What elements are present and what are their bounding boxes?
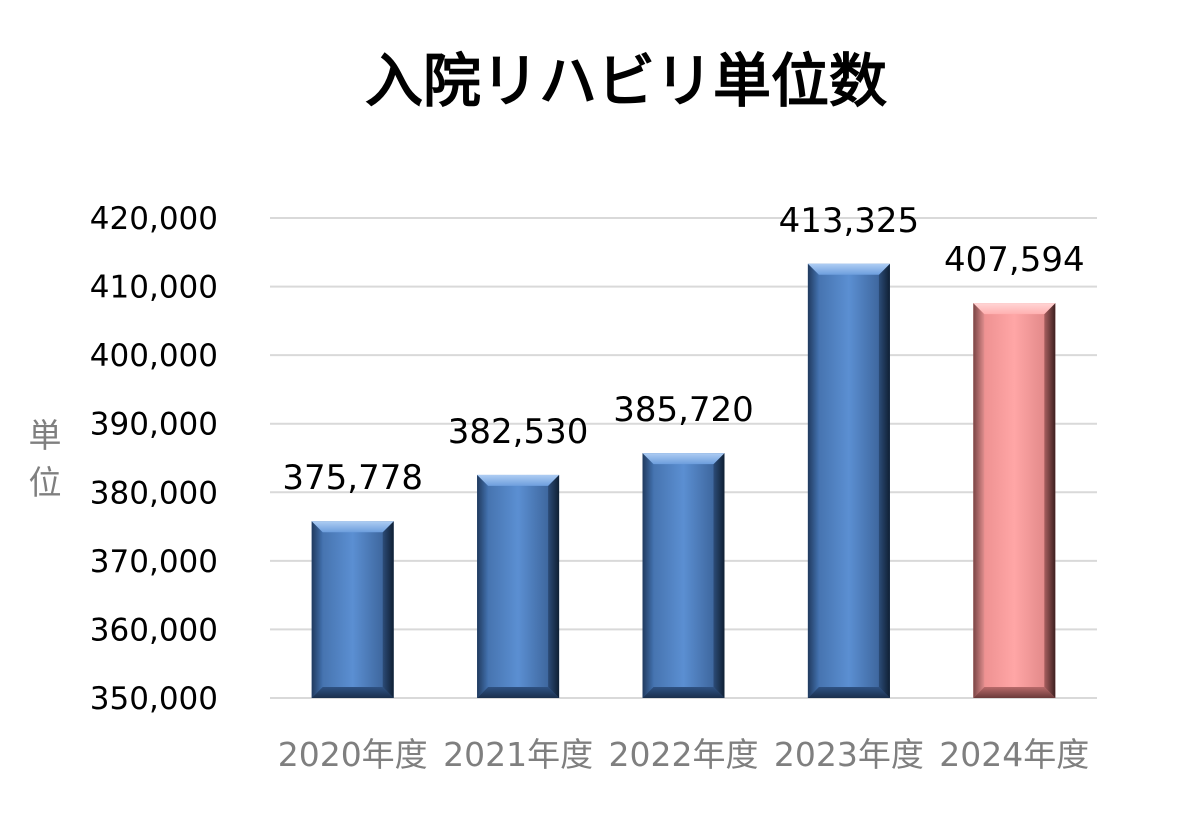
data-labels: 375,778 382,530 385,720 413,325 407,594 bbox=[282, 201, 1084, 498]
y-tick-label: 370,000 bbox=[90, 544, 218, 580]
bar bbox=[973, 303, 1056, 698]
x-tick-label: 2023年度 bbox=[774, 735, 924, 774]
bar bbox=[642, 453, 725, 698]
data-label: 375,778 bbox=[282, 458, 423, 498]
y-tick-label: 390,000 bbox=[90, 407, 218, 443]
x-tick-label: 2021年度 bbox=[443, 735, 593, 774]
y-tick-label: 420,000 bbox=[90, 201, 218, 237]
y-axis-label-char-2: 位 bbox=[29, 463, 62, 502]
x-axis-ticks: 2020年度 2021年度 2022年度 2023年度 2024年度 bbox=[278, 735, 1090, 774]
x-tick-label: 2022年度 bbox=[609, 735, 759, 774]
bar bbox=[477, 474, 560, 698]
y-tick-label: 410,000 bbox=[90, 270, 218, 306]
y-tick-label: 380,000 bbox=[90, 475, 218, 511]
bar bbox=[807, 263, 890, 698]
data-label: 382,530 bbox=[448, 412, 589, 452]
bar bbox=[311, 521, 394, 698]
y-tick-label: 350,000 bbox=[90, 681, 218, 717]
data-label: 413,325 bbox=[779, 201, 920, 241]
data-label: 385,720 bbox=[613, 390, 754, 430]
data-label: 407,594 bbox=[944, 240, 1085, 280]
x-tick-label: 2020年度 bbox=[278, 735, 428, 774]
y-axis-label-char-1: 単 bbox=[29, 416, 62, 455]
bars bbox=[311, 263, 1056, 698]
x-tick-label: 2024年度 bbox=[939, 735, 1089, 774]
y-tick-label: 400,000 bbox=[90, 338, 218, 374]
y-axis-ticks: 350,000 360,000 370,000 380,000 390,000 400,0… bbox=[90, 201, 218, 717]
y-tick-label: 360,000 bbox=[90, 612, 218, 648]
chart-title: 入院リハビリ単位数 bbox=[365, 47, 887, 115]
